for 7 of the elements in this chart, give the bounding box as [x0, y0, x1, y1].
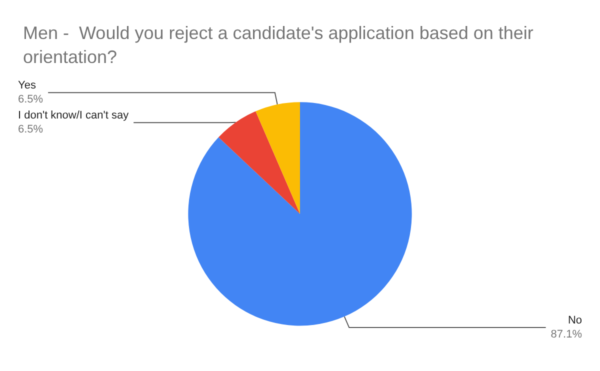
data-label: 6.5%	[18, 94, 44, 106]
data-label: 6.5%	[18, 124, 44, 136]
slice-label: No	[568, 314, 582, 327]
slice-label: I don't know/I can't say	[18, 110, 130, 122]
slice-label: Yes	[18, 80, 36, 92]
data-label: 87.1%	[550, 328, 582, 341]
chart-title: Men - Would you reject a candidate's application based on their orientation?	[23, 23, 538, 67]
